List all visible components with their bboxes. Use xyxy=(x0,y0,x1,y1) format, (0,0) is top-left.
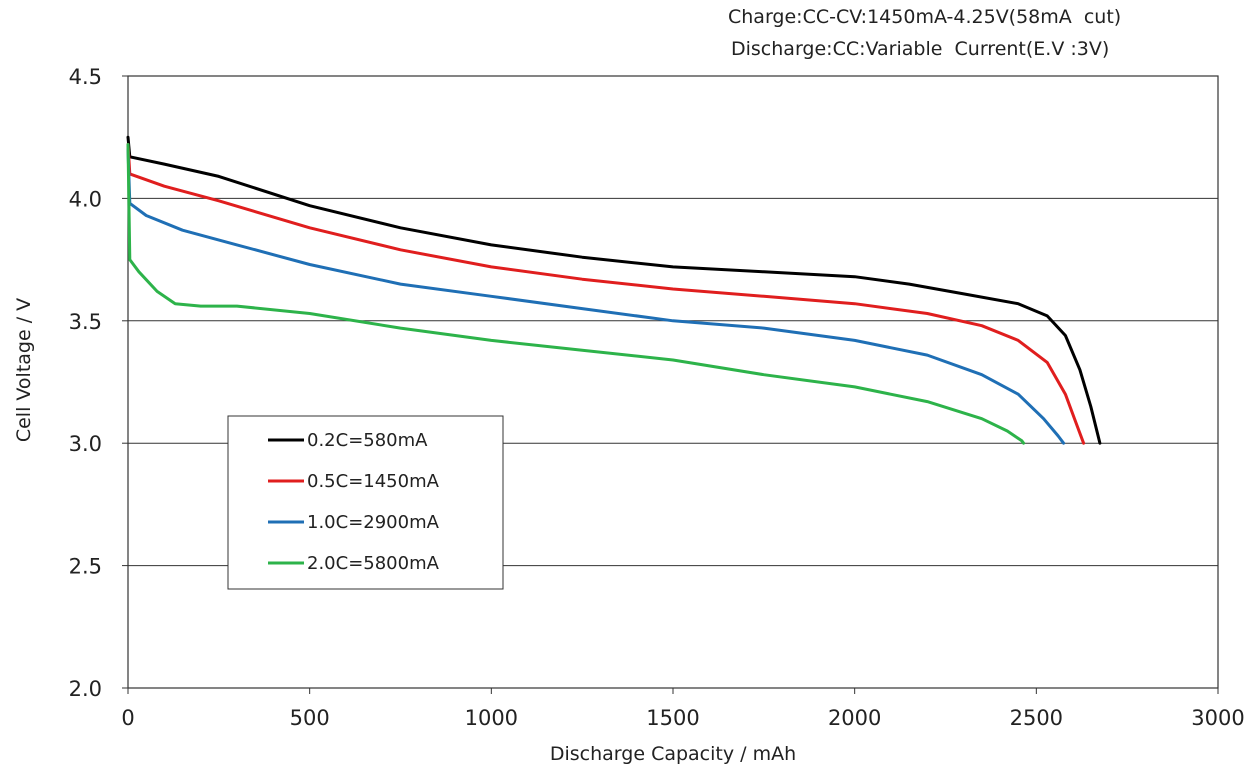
series-lines xyxy=(126,135,1102,445)
series-line-0 xyxy=(126,135,1102,445)
y-axis-ticks: 2.0 2.5 3.0 3.5 4.0 4.5 xyxy=(69,65,128,701)
x-axis-label: Discharge Capacity / mAh xyxy=(550,743,796,765)
y-tick-label-1: 2.5 xyxy=(69,555,102,579)
legend: 0.2C=580mA 0.5C=1450mA 1.0C=2900mA 2.0C=580… xyxy=(227,415,504,590)
discharge-condition-note: Discharge:CC:Variable Current(E.V :3V) xyxy=(731,38,1110,60)
x-tick-label-1: 500 xyxy=(290,706,330,730)
y-tick-label-0: 2.0 xyxy=(69,677,102,701)
legend-label-1: 0.5C=1450mA xyxy=(307,471,440,492)
y-tick-label-3: 3.5 xyxy=(69,310,102,334)
x-tick-label-2: 1000 xyxy=(465,706,518,730)
y-tick-label-2: 3.0 xyxy=(69,432,102,456)
x-tick-label-6: 3000 xyxy=(1191,706,1244,730)
x-tick-label-5: 2500 xyxy=(1010,706,1063,730)
y-tick-label-4: 4.0 xyxy=(69,187,102,211)
y-tick-label-5: 4.5 xyxy=(69,65,102,89)
legend-label-2: 1.0C=2900mA xyxy=(307,512,440,533)
series-line-2 xyxy=(126,147,1066,445)
legend-label-0: 0.2C=580mA xyxy=(307,430,428,451)
x-tick-label-4: 2000 xyxy=(828,706,881,730)
legend-box xyxy=(227,415,504,590)
legend-label-3: 2.0C=5800mA xyxy=(307,553,440,574)
y-axis-label: Cell Voltage / V xyxy=(13,298,35,442)
charge-condition-note: Charge:CC-CV:1450mA-4.25V(58mA cut) xyxy=(728,6,1122,28)
x-tick-label-3: 1500 xyxy=(646,706,699,730)
series-line-1 xyxy=(126,143,1086,445)
plot-area xyxy=(127,75,1219,689)
x-axis-ticks: 0 500 1000 1500 2000 2500 3000 xyxy=(121,688,1245,730)
series-line-3 xyxy=(126,143,1026,445)
x-tick-label-0: 0 xyxy=(121,706,134,730)
